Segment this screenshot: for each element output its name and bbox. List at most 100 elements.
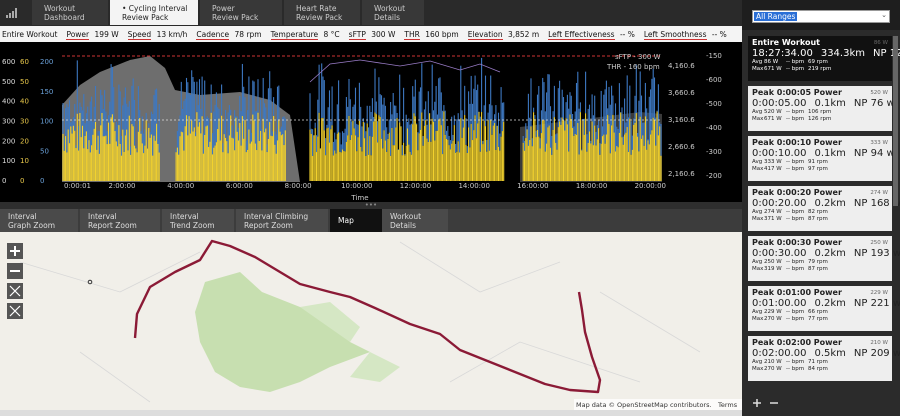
range-card[interactable]: Peak 0:01:00 Power 229 W 0:01:00.00 0.2km NP… bbox=[748, 286, 900, 331]
metric-value: -- % bbox=[711, 29, 727, 39]
stat: -- bpm bbox=[786, 266, 805, 272]
metric: Temperature 8 °C bbox=[270, 29, 340, 40]
range-title: Peak 0:00:10 Power bbox=[752, 138, 842, 147]
range-np: NP 126 w bbox=[873, 48, 900, 59]
metric-name: Power bbox=[66, 29, 90, 40]
y-axis-label: 0 bbox=[40, 177, 44, 185]
range-select-value: All Ranges bbox=[754, 12, 798, 21]
range-max: Max319 W -- bpm 87 rpm bbox=[752, 266, 888, 273]
bottom-tab[interactable]: Interval Report Zoom bbox=[80, 209, 160, 232]
y2-axis-label: -500 bbox=[706, 100, 722, 108]
y2-axis-label: 2,160.6 bbox=[668, 170, 695, 178]
metric-name: Speed bbox=[127, 29, 152, 40]
stat: 82 rpm bbox=[808, 209, 828, 215]
y-axis-label: 100 bbox=[40, 118, 53, 126]
range-avg: Avg 333 W -- bpm 91 rpm bbox=[752, 159, 888, 166]
metric-name: Cadence bbox=[196, 29, 230, 40]
range-avg: Avg 520 W -- bpm 106 rpm bbox=[752, 109, 888, 116]
stat: -- bpm bbox=[786, 166, 805, 172]
bottom-tab[interactable]: Map bbox=[330, 209, 382, 232]
range-distance: 0.2km bbox=[814, 298, 846, 309]
range-corner: 520 W bbox=[870, 90, 888, 96]
range-card[interactable]: Peak 0:00:30 Power 250 W 0:00:30.00 0.2km NP… bbox=[748, 236, 900, 281]
range-np: NP 209 w bbox=[853, 348, 900, 359]
map[interactable]: Map data © OpenStreetMap contributors. T… bbox=[0, 232, 742, 410]
bottom-tab[interactable]: Workout Details bbox=[382, 209, 448, 232]
x-axis-label: 16:00:00 bbox=[517, 182, 548, 190]
attribution-bg bbox=[574, 399, 742, 410]
range-corner: 250 W bbox=[870, 240, 888, 246]
metrics-label: Entire Workout bbox=[2, 29, 58, 39]
y-axis-label: 150 bbox=[40, 88, 53, 96]
stat: 671 W bbox=[764, 116, 782, 122]
range-distance: 0.2km bbox=[814, 198, 846, 209]
y2-axis-label: -300 bbox=[706, 148, 722, 156]
metric: sFTP 300 W bbox=[348, 29, 395, 40]
splitter[interactable]: ••• bbox=[0, 202, 742, 209]
range-card[interactable]: Peak 0:00:10 Power 333 W 0:00:10.00 0.1km NP… bbox=[748, 136, 895, 181]
tab-text: Report Zoom bbox=[88, 221, 137, 230]
stat: Avg bbox=[752, 209, 763, 215]
tab-text: Power bbox=[212, 4, 235, 13]
top-tab[interactable]: Heart Rate Review Pack bbox=[284, 0, 360, 25]
range-np: NP 193 w bbox=[853, 248, 900, 259]
stat: Avg bbox=[752, 109, 763, 115]
y-axis-label: 0 bbox=[20, 177, 24, 185]
metric-name: Left Effectiveness bbox=[548, 29, 615, 40]
y2-axis-label: -400 bbox=[706, 124, 722, 132]
tab-text: Trend Zoom bbox=[170, 221, 215, 230]
bottom-tab[interactable]: Interval Climbing Report Zoom bbox=[236, 209, 328, 232]
stat: 84 rpm bbox=[808, 366, 828, 372]
x-axis-label: 8:00:00 bbox=[285, 182, 312, 190]
scrollbar[interactable] bbox=[893, 36, 898, 206]
range-np: NP 94 w bbox=[853, 148, 895, 159]
stat: -- bpm bbox=[786, 316, 805, 322]
map-terms[interactable]: Terms bbox=[717, 401, 738, 409]
stat: 250 W bbox=[764, 259, 782, 265]
stat: -- bpm bbox=[786, 209, 805, 215]
add-range[interactable] bbox=[753, 399, 761, 407]
range-max: Max371 W -- bpm 87 rpm bbox=[752, 216, 888, 223]
range-distance: 0.1km bbox=[814, 98, 846, 109]
top-tab[interactable]: Workout Details bbox=[362, 0, 424, 25]
metric: Left Smoothness -- % bbox=[643, 29, 727, 40]
range-card[interactable]: Peak 0:02:00 Power 210 W 0:02:00.00 0.5km NP… bbox=[748, 336, 900, 381]
stat: 69 rpm bbox=[808, 59, 828, 65]
stat: Avg bbox=[752, 259, 763, 265]
range-card[interactable]: Peak 0:00:05 Power 520 W 0:00:05.00 0.1km NP… bbox=[748, 86, 895, 131]
y2-axis-label: -600 bbox=[706, 76, 722, 84]
metric: Cadence 78 rpm bbox=[196, 29, 262, 40]
bottom-tab[interactable]: Interval Trend Zoom bbox=[162, 209, 234, 232]
range-time: 0:00:30.00 bbox=[752, 248, 807, 259]
range-select[interactable]: All Ranges ⌄ bbox=[752, 10, 890, 23]
range-corner: 274 W bbox=[870, 190, 888, 196]
range-title: Peak 0:02:00 Power bbox=[752, 338, 842, 347]
stat: -- bpm bbox=[786, 366, 805, 372]
range-main: 0:00:05.00 0.1km NP 76 w bbox=[752, 98, 895, 109]
range-card[interactable]: Peak 0:00:20 Power 274 W 0:00:20.00 0.2km NP… bbox=[748, 186, 900, 231]
metric: Left Effectiveness -- % bbox=[548, 29, 635, 40]
stat: -- bpm bbox=[786, 259, 805, 265]
range-main: 0:00:10.00 0.1km NP 94 w bbox=[752, 148, 895, 159]
x-axis-label: 0:00:01 bbox=[64, 182, 91, 190]
route bbox=[133, 239, 602, 394]
metric-value: 160 bpm bbox=[425, 29, 459, 39]
range-avg: Avg 86 W -- bpm 69 rpm bbox=[752, 59, 888, 66]
stat: 371 W bbox=[764, 216, 782, 222]
top-tab[interactable]: Power Review Pack bbox=[200, 0, 282, 25]
stat: -- bpm bbox=[786, 216, 805, 222]
bottom-tab[interactable]: Interval Graph Zoom bbox=[0, 209, 78, 232]
tab-text: Review Pack bbox=[122, 13, 169, 22]
y-axis-label: 40 bbox=[20, 98, 29, 106]
top-tab[interactable]: • Cycling Interval Review Pack bbox=[110, 0, 198, 25]
x-axis-label: 14:00:00 bbox=[458, 182, 489, 190]
top-tab[interactable]: Workout Dashboard bbox=[32, 0, 108, 25]
heart-rate-line bbox=[309, 59, 501, 83]
y2-axis-label: 3,160.6 bbox=[668, 116, 695, 124]
stat: -- bpm bbox=[786, 309, 805, 315]
stat: 671 W bbox=[764, 66, 782, 72]
range-main: 18:27:34.00 334.3km NP 126 w bbox=[752, 48, 900, 59]
stat: 79 rpm bbox=[808, 259, 828, 265]
